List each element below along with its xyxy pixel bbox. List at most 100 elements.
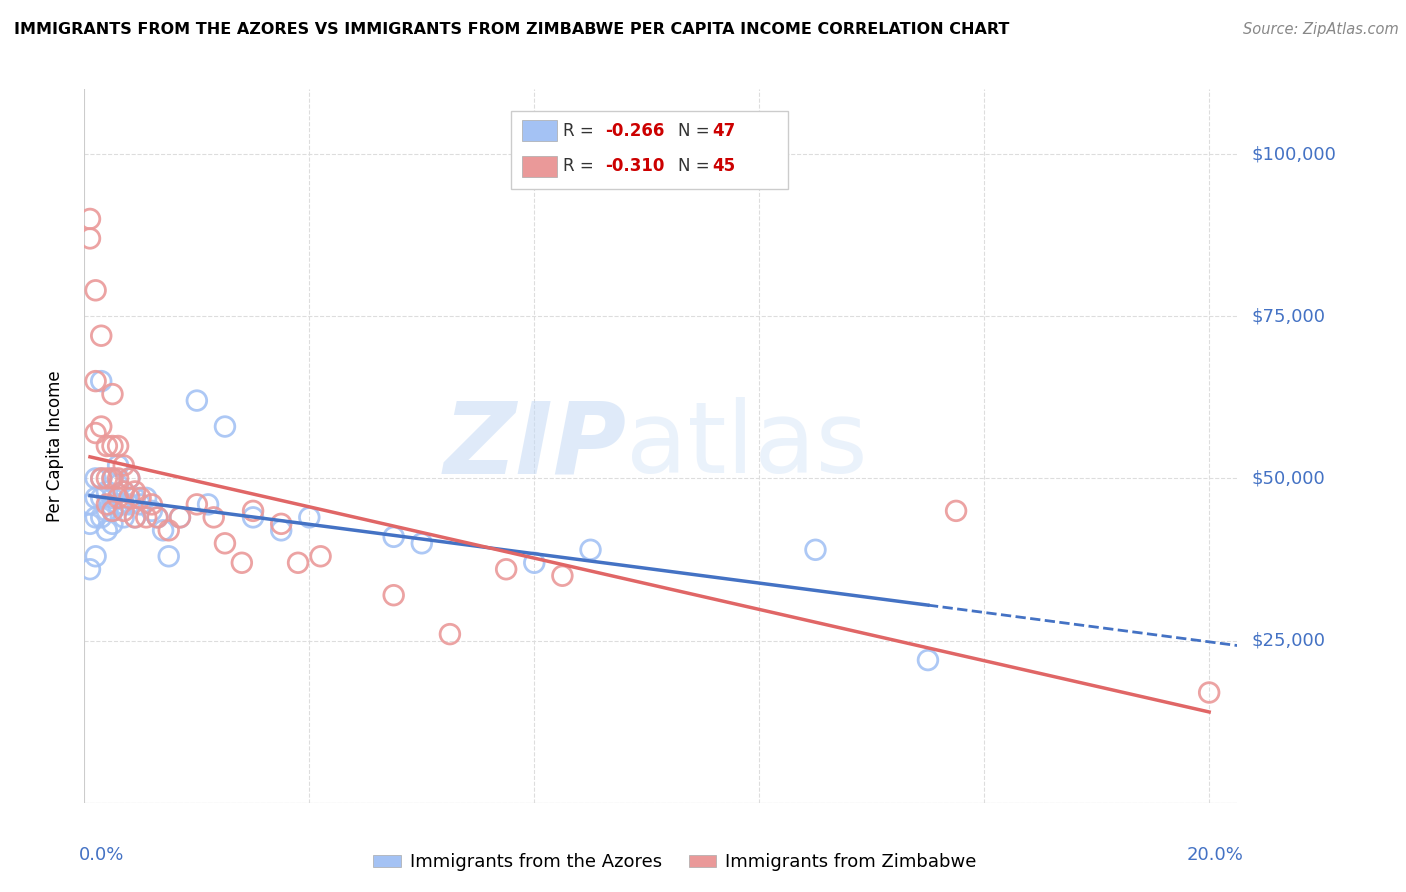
Point: [112, 510, 135, 524]
Point: [96, 524, 118, 538]
Point: [84, 283, 107, 297]
Point: [112, 458, 135, 473]
Text: ZIP: ZIP: [443, 398, 626, 494]
Point: [523, 556, 546, 570]
Point: [242, 504, 264, 518]
Point: [107, 478, 129, 492]
Point: [107, 439, 129, 453]
Point: [90, 419, 112, 434]
Point: [124, 510, 146, 524]
Point: [124, 510, 146, 524]
Point: [118, 491, 141, 505]
Point: [124, 484, 146, 499]
Point: [579, 542, 602, 557]
Point: [79, 516, 101, 531]
Point: [495, 562, 517, 576]
Point: [1198, 685, 1220, 699]
Point: [96, 497, 118, 511]
Point: [202, 510, 225, 524]
Point: [79, 231, 101, 245]
Point: [945, 504, 967, 518]
Text: $100,000: $100,000: [1251, 145, 1336, 163]
Point: [287, 556, 309, 570]
Text: 0.0%: 0.0%: [79, 846, 124, 863]
Point: [157, 549, 180, 564]
Point: [157, 524, 180, 538]
Point: [101, 491, 124, 505]
Point: [79, 562, 101, 576]
Text: $75,000: $75,000: [1251, 307, 1326, 326]
Point: [107, 458, 129, 473]
Text: R =: R =: [562, 157, 599, 175]
Point: [309, 549, 332, 564]
Point: [242, 510, 264, 524]
Point: [101, 516, 124, 531]
Point: [101, 439, 124, 453]
Point: [107, 497, 129, 511]
Point: [129, 491, 152, 505]
Text: 47: 47: [713, 121, 735, 139]
FancyBboxPatch shape: [523, 120, 557, 141]
Point: [96, 471, 118, 485]
Text: $25,000: $25,000: [1251, 632, 1326, 649]
Text: 20.0%: 20.0%: [1187, 846, 1243, 863]
Point: [96, 504, 118, 518]
Point: [112, 497, 135, 511]
Point: [118, 497, 141, 511]
Y-axis label: Per Capita Income: Per Capita Income: [45, 370, 63, 522]
Point: [101, 504, 124, 518]
Text: N =: N =: [678, 157, 716, 175]
Point: [169, 510, 191, 524]
Point: [129, 497, 152, 511]
Point: [141, 504, 163, 518]
Point: [118, 471, 141, 485]
Point: [411, 536, 433, 550]
Point: [90, 491, 112, 505]
Point: [101, 471, 124, 485]
Point: [124, 491, 146, 505]
Text: IMMIGRANTS FROM THE AZORES VS IMMIGRANTS FROM ZIMBABWE PER CAPITA INCOME CORRELA: IMMIGRANTS FROM THE AZORES VS IMMIGRANTS…: [14, 22, 1010, 37]
Point: [90, 510, 112, 524]
Point: [270, 524, 292, 538]
Point: [90, 374, 112, 388]
Point: [101, 387, 124, 401]
Text: atlas: atlas: [626, 398, 868, 494]
Point: [804, 542, 827, 557]
Text: N =: N =: [678, 121, 716, 139]
Point: [112, 484, 135, 499]
FancyBboxPatch shape: [523, 155, 557, 177]
Point: [214, 536, 236, 550]
Point: [382, 588, 405, 602]
Text: R =: R =: [562, 121, 599, 139]
Point: [79, 211, 101, 226]
Point: [84, 471, 107, 485]
Point: [186, 393, 208, 408]
Point: [231, 556, 253, 570]
Point: [214, 419, 236, 434]
Point: [135, 510, 157, 524]
Point: [298, 510, 321, 524]
Point: [90, 471, 112, 485]
Point: [90, 328, 112, 343]
Point: [84, 491, 107, 505]
Point: [112, 484, 135, 499]
Point: [439, 627, 461, 641]
Point: [270, 516, 292, 531]
Text: $50,000: $50,000: [1251, 469, 1324, 487]
Point: [90, 471, 112, 485]
Point: [186, 497, 208, 511]
Point: [135, 491, 157, 505]
Point: [84, 510, 107, 524]
Point: [152, 524, 174, 538]
Point: [84, 425, 107, 440]
Point: [79, 497, 101, 511]
FancyBboxPatch shape: [510, 111, 787, 189]
Text: 45: 45: [713, 157, 735, 175]
Point: [96, 439, 118, 453]
Point: [96, 484, 118, 499]
Point: [107, 471, 129, 485]
Point: [141, 497, 163, 511]
Point: [84, 374, 107, 388]
Text: -0.266: -0.266: [606, 121, 665, 139]
Point: [382, 530, 405, 544]
